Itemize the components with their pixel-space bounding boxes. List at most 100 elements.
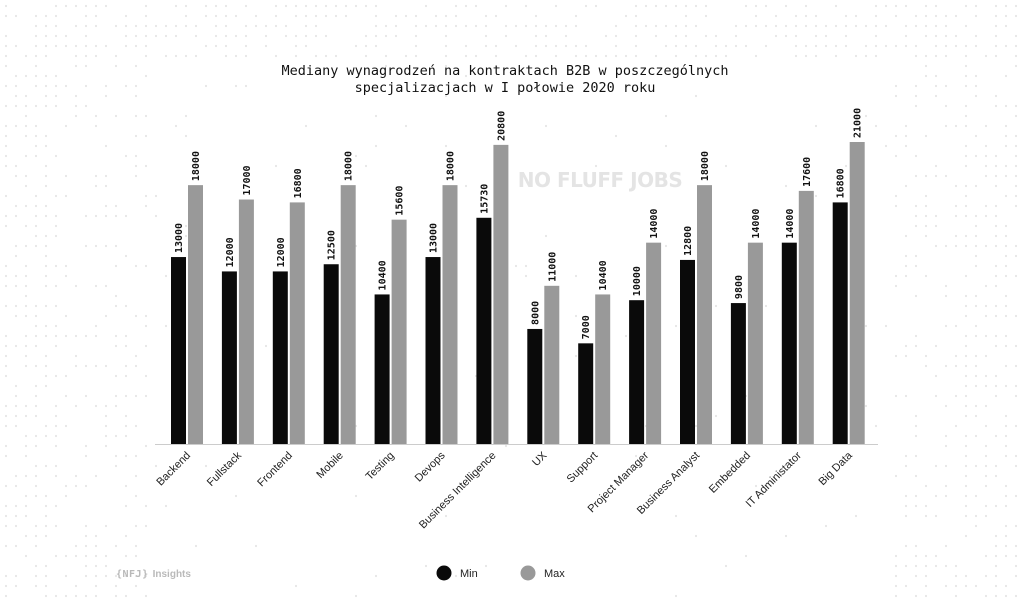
bg-dot [14, 174, 18, 178]
bg-dot [964, 214, 968, 218]
bg-dot [964, 514, 968, 518]
bg-dot [664, 114, 668, 118]
bg-dot [984, 174, 988, 178]
bg-dot [144, 594, 148, 598]
bg-dot [914, 424, 918, 428]
bars-group [171, 142, 865, 444]
bg-dot [584, 4, 588, 8]
bg-dot [874, 24, 878, 28]
bg-dot [4, 404, 8, 408]
bg-dot [34, 524, 38, 528]
bg-dot [664, 244, 668, 248]
bg-dot [944, 564, 948, 568]
bg-dot [444, 24, 448, 28]
bg-dot [304, 124, 308, 128]
bg-dot [684, 24, 688, 28]
bg-dot [834, 24, 838, 28]
bg-dot [954, 354, 958, 358]
bg-dot [1004, 534, 1008, 538]
bg-dot [64, 574, 68, 578]
bg-dot [84, 244, 88, 248]
bg-dot [24, 504, 28, 508]
bar-max-11 [747, 242, 763, 444]
bg-dot [74, 544, 78, 548]
bg-dot [924, 364, 928, 368]
bg-dot [284, 24, 288, 28]
bg-dot [14, 284, 18, 288]
bg-dot [984, 204, 988, 208]
bg-dot [574, 44, 578, 48]
bg-dot [964, 464, 968, 468]
bg-dot [94, 284, 98, 288]
bg-dot [1004, 244, 1008, 248]
bg-dot [924, 584, 928, 588]
bg-dot [114, 584, 118, 588]
bg-dot [54, 554, 58, 558]
bg-dot [24, 104, 28, 108]
bg-dot [944, 404, 948, 408]
bg-dot [84, 534, 88, 538]
bg-dot [1004, 424, 1008, 428]
bg-dot [384, 34, 388, 38]
bar-min-3 [323, 264, 339, 444]
bg-dot [964, 384, 968, 388]
bg-dot [574, 14, 578, 18]
bg-dot [994, 374, 998, 378]
bg-dot [54, 504, 58, 508]
bg-dot [964, 274, 968, 278]
bg-dot [134, 174, 138, 178]
bg-dot [914, 564, 918, 568]
bg-dot [24, 534, 28, 538]
bg-dot [174, 24, 178, 28]
bg-dot [124, 344, 128, 348]
bg-dot [554, 4, 558, 8]
bg-dot [914, 574, 918, 578]
bg-dot [254, 14, 258, 18]
bg-dot [724, 44, 728, 48]
bg-dot [4, 84, 8, 88]
bg-dot [884, 324, 888, 328]
bar-max-4 [391, 219, 407, 444]
bg-dot [104, 524, 108, 528]
bg-dot [314, 4, 318, 8]
bg-dot [704, 14, 708, 18]
bg-dot [984, 404, 988, 408]
bg-dot [914, 204, 918, 208]
bg-dot [354, 154, 358, 158]
bg-dot [84, 594, 88, 598]
watermark-logo: NO FLUFF JOBS [518, 168, 683, 192]
x-tick-label-8: Support [565, 450, 601, 486]
bg-dot [34, 534, 38, 538]
bg-dot [894, 194, 898, 198]
bg-dot [164, 504, 168, 508]
bg-dot [64, 334, 68, 338]
bg-dot [974, 94, 978, 98]
bg-dot [474, 24, 478, 28]
bg-dot [484, 44, 488, 48]
bg-dot [624, 14, 628, 18]
bg-dot [434, 14, 438, 18]
bg-dot [994, 334, 998, 338]
bg-dot [134, 164, 138, 168]
x-tick-label-0: Backend [154, 450, 193, 489]
bg-dot [54, 154, 58, 158]
bg-dot [754, 54, 758, 58]
bg-dot [34, 544, 38, 548]
bg-dot [144, 264, 148, 268]
bg-dot [44, 594, 48, 598]
bg-dot [634, 54, 638, 58]
bg-dot [24, 204, 28, 208]
bg-dot [324, 54, 328, 58]
bg-dot [724, 564, 728, 568]
bg-dot [314, 14, 318, 18]
bg-dot [4, 284, 8, 288]
bg-dot [234, 14, 238, 18]
bg-dot [1004, 74, 1008, 78]
bg-dot [984, 594, 988, 598]
bg-dot [784, 34, 788, 38]
bg-dot [1014, 164, 1018, 168]
bg-dot [614, 134, 618, 138]
bg-dot [524, 264, 528, 268]
bg-dot [64, 554, 68, 558]
bg-dot [14, 314, 18, 318]
